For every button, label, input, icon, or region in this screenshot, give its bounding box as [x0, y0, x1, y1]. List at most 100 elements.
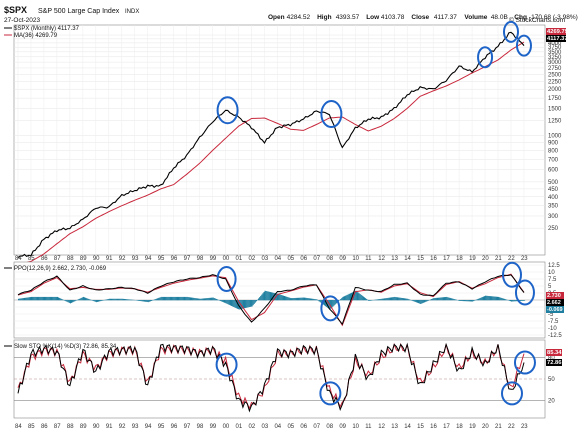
x-tick-label: 01 [236, 256, 243, 262]
x-tick-label: 23 [521, 256, 528, 262]
x-tick-label-bottom: 13 [391, 424, 398, 430]
x-tick-label-bottom: 86 [41, 424, 48, 430]
ppo-histogram-bar [474, 300, 476, 301]
ppo-histogram-bar [48, 296, 50, 301]
x-tick-label-bottom: 08 [326, 424, 333, 430]
ppo-histogram-bar [290, 298, 292, 301]
x-tick-label-bottom: 10 [352, 424, 359, 430]
ppo-histogram-bar [491, 296, 493, 301]
ppo-histogram-bar [465, 300, 467, 302]
price-tick-label: 600 [548, 168, 559, 174]
x-tick-label-bottom: 94 [145, 424, 152, 430]
ppo-histogram-bar [356, 291, 358, 301]
ppo-histogram-bar [39, 296, 41, 301]
ppo-histogram-bar [490, 296, 492, 301]
ppo-histogram-bar [390, 297, 393, 301]
ppo-histogram-bar [52, 296, 54, 301]
ppo-histogram-bar [442, 297, 444, 301]
x-tick-label: 02 [249, 256, 256, 262]
ppo-histogram-bar [309, 298, 312, 301]
x-tick-label-bottom: 21 [495, 424, 502, 430]
ppo-histogram-bar [423, 300, 425, 303]
ppo-histogram-bar [59, 297, 61, 301]
ppo-histogram-bar [363, 297, 366, 301]
ppo-histogram-bar [418, 300, 420, 304]
ppo-histogram-bar [409, 299, 411, 301]
ppo-histogram-bar [20, 298, 22, 301]
ppo-histogram-bar [189, 297, 192, 301]
ppo-histogram-bar [91, 300, 93, 301]
ppo-histogram-bar [265, 291, 267, 301]
x-tick-label-bottom: 98 [197, 424, 204, 430]
ppo-histogram-bar [157, 298, 159, 301]
ppo-histogram-bar [523, 300, 526, 301]
ppo-histogram-bar [488, 295, 490, 301]
ppo-histogram-bar [221, 300, 223, 302]
ohlc-label-3: Close [411, 14, 429, 21]
ppo-histogram-bar [464, 300, 466, 302]
ppo-histogram-bar [515, 300, 517, 302]
ppo-histogram-bar [319, 300, 321, 303]
x-tick-label-bottom: 85 [28, 424, 35, 430]
sto-highlight-circle [513, 350, 536, 375]
ppo-histogram-bar [383, 298, 385, 301]
ppo-histogram-bar [279, 294, 281, 301]
x-tick-label: 97 [184, 256, 191, 262]
price-tick-label: 500 [548, 180, 559, 186]
x-tick-label: 92 [119, 256, 126, 262]
ppo-histogram-bar [357, 292, 359, 301]
ppo-histogram-bar [162, 296, 164, 301]
x-tick-label-bottom: 95 [158, 424, 165, 430]
ppo-histogram-bar [482, 296, 484, 301]
ppo-histogram-bar [361, 295, 363, 301]
ppo-histogram-bar [69, 300, 71, 304]
ppo-histogram-bar [75, 300, 77, 301]
ppo-histogram-bar [510, 300, 513, 302]
x-tick-label-bottom: 92 [119, 424, 126, 430]
ppo-histogram-bar [114, 298, 116, 301]
ppo-histogram-bar [83, 297, 86, 301]
ppo-histogram-bar [23, 297, 25, 301]
ppo-histogram-bar [206, 298, 208, 301]
ppo-histogram-bar [513, 300, 515, 302]
ppo-histogram-bar [165, 296, 167, 301]
price-last-tag: 4117.37 [547, 36, 568, 42]
ppo-histogram-bar [109, 298, 111, 301]
ppo-histogram-bar [487, 295, 489, 301]
ppo-histogram-bar [274, 293, 276, 301]
ppo-histogram-bar [341, 297, 343, 301]
ppo-histogram-bar [260, 295, 262, 301]
ppo-histogram-bar [414, 300, 416, 302]
spx-price-line [17, 31, 525, 258]
price-tick-label: 2500 [548, 72, 562, 78]
ppo-histogram-bar [350, 292, 353, 301]
ppo-histogram-bar [251, 300, 253, 307]
ppo-histogram-bar [203, 298, 206, 301]
ppo-histogram-bar [176, 296, 179, 301]
price-tick-label: 4000 [548, 41, 562, 47]
price-tick-label: 800 [548, 148, 559, 154]
ppo-histogram-bar [359, 294, 361, 301]
ohlc-label-0: Open [268, 14, 285, 21]
ppo-histogram-bar [33, 296, 35, 301]
ppo-histogram-bar [328, 300, 330, 309]
ppo-histogram-bar [198, 298, 200, 301]
ppo-last-tag-bg [546, 306, 564, 313]
ppo-histogram-bar [132, 299, 134, 301]
ohlc-readout: Open 4284.52 High 4393.57 Low 4103.78 Close 411… [268, 14, 578, 21]
price-highlight-circle [216, 96, 239, 125]
ppo-histogram-bar [480, 297, 482, 301]
ppo-histogram-bar [413, 300, 415, 302]
ppo-histogram-bar [281, 295, 283, 301]
ppo-histogram-bar [495, 296, 497, 301]
price-tick-label: 1250 [548, 119, 562, 125]
ppo-histogram-bar [388, 297, 390, 301]
ppo-histogram-bar [429, 299, 432, 301]
ppo-histogram-bar [86, 298, 88, 301]
x-tick-label: 17 [443, 256, 450, 262]
ppo-histogram-bar [199, 298, 201, 301]
ppo-histogram-bar [439, 297, 441, 301]
ppo-histogram-bar [238, 300, 240, 310]
ppo-histogram-bar [433, 298, 435, 301]
